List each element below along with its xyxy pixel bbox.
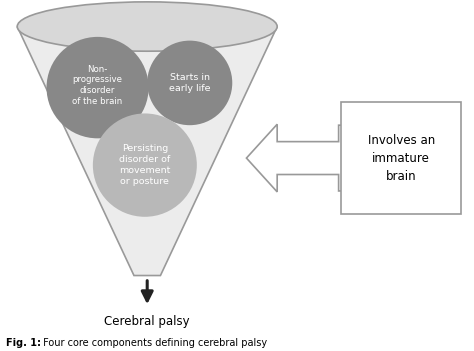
Polygon shape [17,27,277,276]
Circle shape [46,37,149,138]
Bar [341,102,462,214]
Text: Persisting
disorder of
movement
or posture: Persisting disorder of movement or postu… [119,144,171,186]
Circle shape [93,113,197,217]
Polygon shape [246,124,452,192]
Text: Cerebral palsy: Cerebral palsy [104,314,190,327]
Text: Non-
progressive
disorder
of the brain: Non- progressive disorder of the brain [73,65,123,106]
Text: Fig. 1:: Fig. 1: [6,338,41,348]
Text: Four core components defining cerebral palsy: Four core components defining cerebral p… [40,338,267,348]
Circle shape [147,41,232,125]
Text: Involves an
immature
brain: Involves an immature brain [368,134,435,183]
Text: Starts in
early life: Starts in early life [169,73,210,93]
Ellipse shape [17,2,277,51]
